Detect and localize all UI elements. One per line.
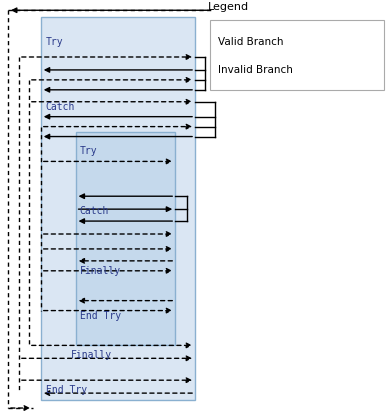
Text: End Try: End Try — [46, 385, 87, 395]
Bar — [76, 132, 175, 345]
Text: Valid Branch: Valid Branch — [218, 37, 283, 47]
Text: Catch: Catch — [46, 102, 75, 112]
Text: Finally: Finally — [71, 350, 112, 360]
Text: Legend: Legend — [208, 2, 249, 12]
Text: Try: Try — [80, 146, 97, 156]
Bar — [210, 20, 384, 90]
Text: Try: Try — [46, 37, 64, 47]
Text: End Try: End Try — [80, 310, 121, 320]
Bar — [41, 17, 195, 400]
Text: Invalid Branch: Invalid Branch — [218, 65, 293, 75]
Text: Catch: Catch — [80, 206, 109, 216]
Text: Finally: Finally — [80, 266, 121, 276]
